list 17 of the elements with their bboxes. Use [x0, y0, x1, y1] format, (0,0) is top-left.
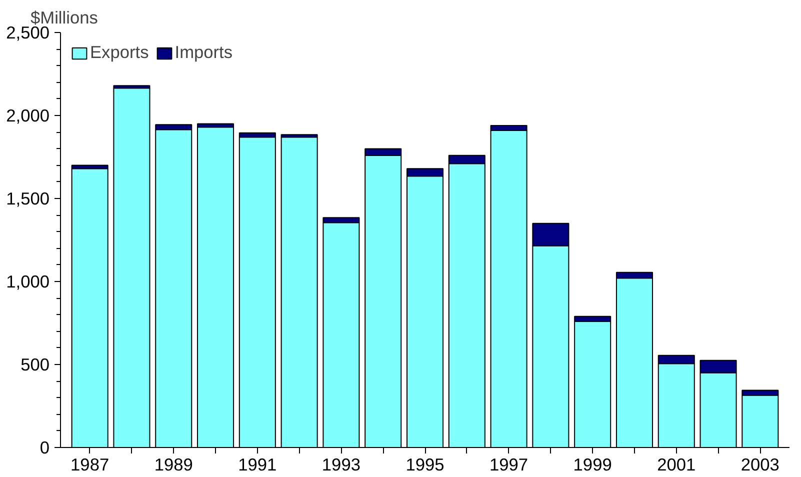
x-tick-label: 1987	[70, 454, 110, 474]
y-tick-label: 500	[20, 354, 50, 374]
x-tick-label: 1993	[322, 454, 360, 474]
legend-label: Imports	[174, 42, 233, 63]
x-tick-label: 1989	[154, 454, 193, 474]
x-tick-label: 1995	[406, 454, 444, 474]
y-tick-label: 2,000	[6, 106, 50, 126]
x-tick-label: 2003	[740, 454, 780, 474]
y-axis-title: $Millions	[30, 8, 98, 28]
x-tick-label: 2001	[657, 454, 696, 474]
y-tick-label: 1,500	[6, 188, 50, 208]
x-tick-label: 1997	[490, 454, 528, 474]
x-tick-label: 1991	[238, 454, 277, 474]
y-tick-label: 0	[40, 438, 50, 458]
y-tick-label: 1,000	[6, 272, 50, 292]
x-tick-label: 1999	[573, 454, 612, 474]
legend-label: Exports	[90, 42, 149, 63]
